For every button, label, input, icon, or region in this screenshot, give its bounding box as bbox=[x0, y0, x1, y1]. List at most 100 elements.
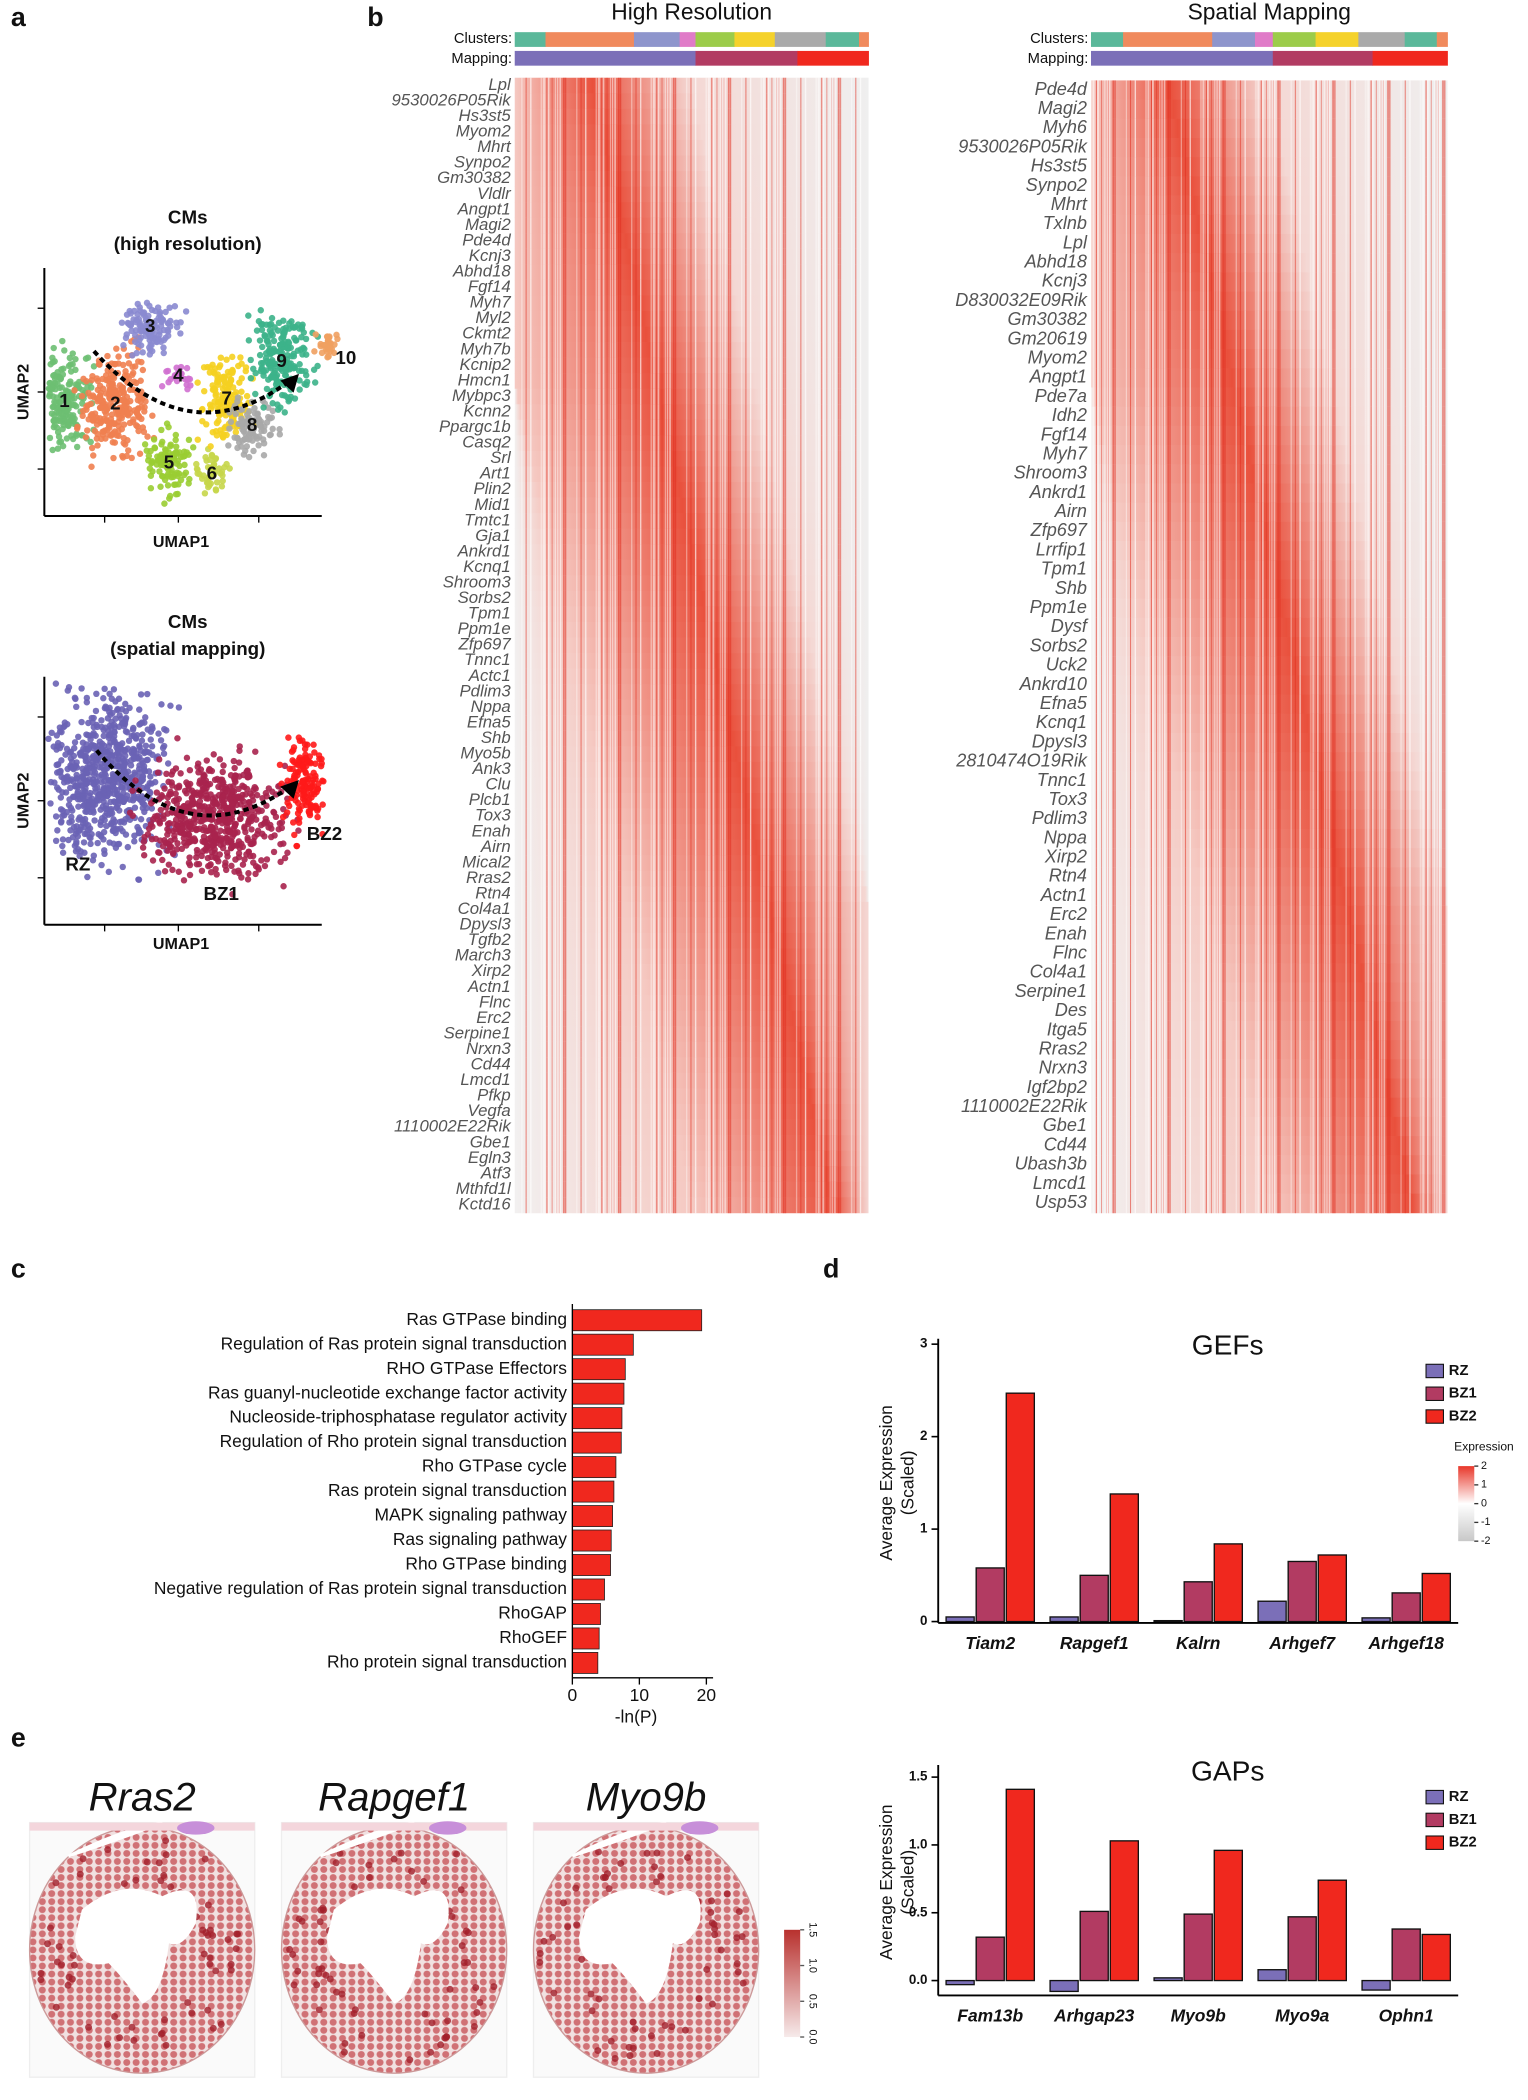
heatmap-texture bbox=[1091, 618, 1447, 638]
umap-point bbox=[100, 386, 106, 392]
annotation-bar bbox=[1091, 32, 1123, 47]
spot-hot bbox=[408, 1868, 415, 1875]
bar bbox=[1080, 1911, 1108, 1980]
umap-point bbox=[181, 877, 187, 883]
spot-hot bbox=[130, 2037, 137, 2044]
umap-point bbox=[100, 402, 106, 408]
umap-point bbox=[237, 354, 243, 360]
umap-point bbox=[301, 792, 307, 798]
spot-hot bbox=[341, 2040, 348, 2047]
spot-hot bbox=[44, 1940, 51, 1947]
spot-hot bbox=[449, 1913, 456, 1920]
heatmap-texture bbox=[1091, 829, 1447, 849]
heatmap-texture bbox=[1091, 119, 1447, 139]
x-axis-label: UMAP1 bbox=[153, 935, 209, 953]
umap-point bbox=[223, 356, 229, 362]
umap-point bbox=[113, 805, 119, 811]
umap-point bbox=[251, 405, 257, 411]
spot-hot bbox=[644, 1850, 651, 1857]
umap-point bbox=[83, 406, 89, 412]
gene-label: Serpine1 bbox=[1015, 981, 1087, 1001]
umap-point bbox=[53, 813, 59, 819]
umap-point bbox=[255, 442, 261, 448]
umap-point bbox=[148, 473, 154, 479]
heatmap-texture bbox=[515, 902, 869, 918]
umap-point bbox=[126, 738, 132, 744]
umap-point bbox=[213, 871, 219, 877]
umap-point bbox=[295, 810, 301, 816]
umap-point bbox=[207, 443, 213, 449]
umap-point bbox=[265, 414, 271, 420]
umap-point bbox=[245, 312, 251, 318]
umap-point bbox=[166, 495, 172, 501]
umap-point bbox=[181, 462, 187, 468]
spot-hot bbox=[111, 2013, 118, 2020]
umap-point bbox=[212, 794, 218, 800]
umap-point bbox=[248, 826, 254, 832]
spot-hot bbox=[453, 1851, 460, 1858]
umap-point bbox=[99, 376, 105, 382]
umap-point bbox=[183, 469, 189, 475]
section-edge bbox=[681, 1821, 719, 1834]
heatmap-texture bbox=[515, 855, 869, 871]
umap-point bbox=[187, 872, 193, 878]
umap-point bbox=[138, 691, 144, 697]
umap-point bbox=[117, 750, 123, 756]
umap-point bbox=[226, 425, 232, 431]
umap-point bbox=[228, 369, 234, 375]
heatmap-texture bbox=[515, 529, 869, 545]
spot-hot bbox=[341, 2049, 348, 2056]
spot-hot bbox=[398, 1850, 405, 1857]
heatmap-texture bbox=[515, 980, 869, 996]
umap-point bbox=[299, 778, 305, 784]
umap-point bbox=[289, 748, 295, 754]
spot-hot bbox=[711, 1931, 718, 1938]
umap-point bbox=[125, 447, 131, 453]
section-edge bbox=[282, 1823, 507, 1831]
umap-point bbox=[132, 339, 138, 345]
umap-point bbox=[191, 835, 197, 841]
umap-point bbox=[50, 418, 56, 424]
annotation-bar bbox=[859, 32, 869, 47]
bar bbox=[572, 1310, 701, 1331]
x-axis-label: -ln(P) bbox=[615, 1707, 658, 1727]
bar bbox=[1258, 1970, 1286, 1981]
umap-point bbox=[93, 708, 99, 714]
legend-swatch bbox=[1426, 1364, 1443, 1377]
y-axis-label: UMAP2 bbox=[14, 773, 32, 829]
umap-point bbox=[195, 436, 201, 442]
umap-point bbox=[105, 777, 111, 783]
y-axis-label: Average Expression bbox=[876, 1804, 896, 1959]
umap-point bbox=[280, 326, 286, 332]
umap-point bbox=[135, 428, 141, 434]
spot-hot bbox=[299, 1918, 306, 1925]
umap-point bbox=[237, 815, 243, 821]
umap-point bbox=[257, 352, 263, 358]
gene-label: D830032E09Rik bbox=[955, 290, 1088, 310]
heatmap-texture bbox=[515, 700, 869, 716]
umap-point bbox=[126, 705, 132, 711]
spot-hot bbox=[212, 1967, 219, 1974]
annotation-bar bbox=[797, 51, 869, 66]
heatmap-texture bbox=[515, 466, 869, 482]
umap-point bbox=[67, 764, 73, 770]
umap-point bbox=[160, 812, 166, 818]
legend-swatch bbox=[1426, 1387, 1443, 1400]
gene-label: Myom2 bbox=[1028, 347, 1087, 367]
umap-point bbox=[137, 323, 143, 329]
bar bbox=[1080, 1575, 1108, 1621]
umap-point bbox=[167, 318, 173, 324]
umap-point bbox=[84, 874, 90, 880]
gene-label: Lpl bbox=[1063, 232, 1088, 252]
umap-point bbox=[79, 766, 85, 772]
umap-point bbox=[163, 727, 169, 733]
annotation-label: Clusters: bbox=[1030, 31, 1088, 47]
annotation-bar bbox=[696, 51, 798, 66]
category-label: RhoGEF bbox=[499, 1627, 567, 1647]
heatmap-texture bbox=[515, 591, 869, 607]
gene-label: Ankrd1 bbox=[1029, 482, 1087, 502]
cluster-label: 4 bbox=[173, 365, 184, 386]
umap-point bbox=[129, 787, 135, 793]
spot-hot bbox=[199, 1927, 206, 1934]
